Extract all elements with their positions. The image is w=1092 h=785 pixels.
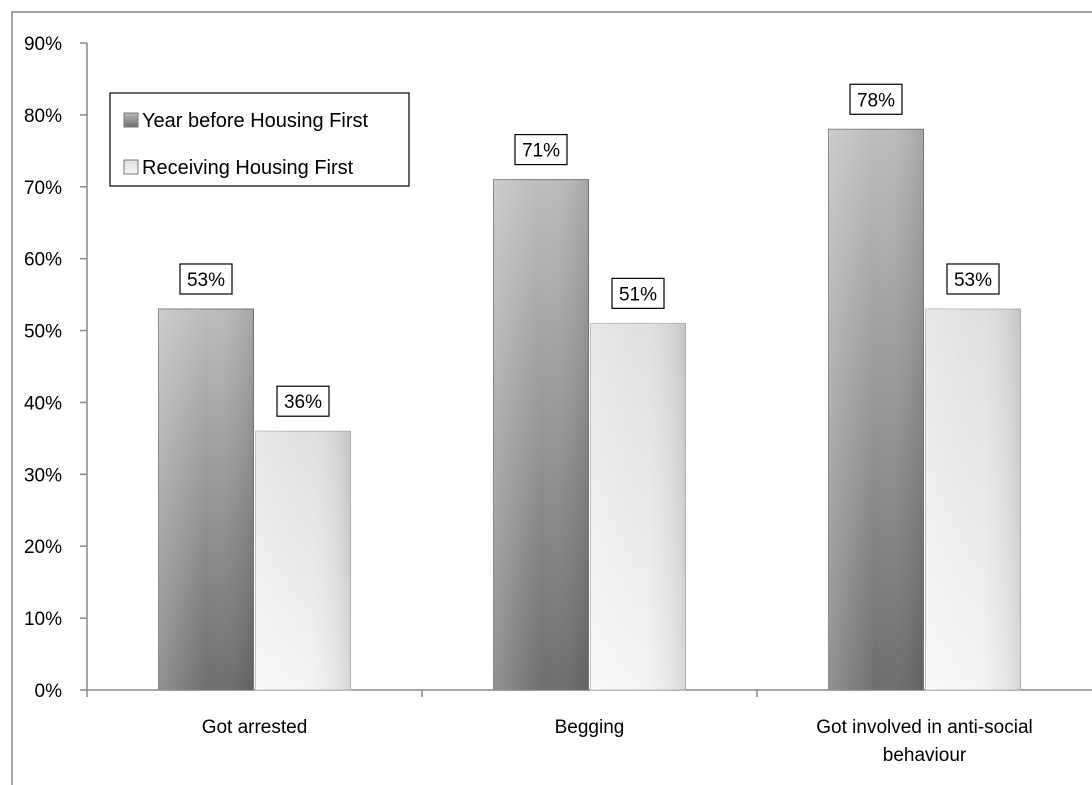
legend-label: Year before Housing First xyxy=(142,110,368,132)
legend-swatch xyxy=(123,159,139,175)
y-tick-label: 90% xyxy=(24,34,62,55)
x-category-label: behaviour xyxy=(883,745,967,766)
y-tick-label: 40% xyxy=(24,393,62,414)
y-tick-label: 80% xyxy=(24,106,62,127)
y-tick-label: 20% xyxy=(24,537,62,558)
bar-shine xyxy=(925,308,1021,690)
data-label-box xyxy=(514,133,568,166)
data-labels: 53% 36% 71% 51% 78% 53% xyxy=(179,83,1000,417)
data-label: 36% xyxy=(284,392,322,413)
legend: Year before Housing First Receiving Housi… xyxy=(109,92,410,187)
axes: 0% 10% 20% 30% 40% 50% 60% 70% 80% 90% Got arreste… xyxy=(24,34,1092,766)
bar-shine xyxy=(590,323,686,690)
y-tick-label: 60% xyxy=(24,250,62,271)
y-tick-label: 50% xyxy=(24,322,62,343)
data-label-box xyxy=(179,263,233,295)
x-category-label: Got arrested xyxy=(202,717,308,738)
legend-box xyxy=(109,92,410,187)
data-label: 53% xyxy=(954,270,992,291)
data-label-box xyxy=(276,385,330,417)
data-label: 53% xyxy=(187,270,225,291)
bars xyxy=(158,128,1021,691)
data-label: 71% xyxy=(522,141,560,162)
data-label-box xyxy=(849,83,903,115)
x-category-label: Begging xyxy=(555,717,625,738)
x-category-label: Got involved in anti-social xyxy=(816,717,1033,738)
legend-swatch xyxy=(123,112,139,128)
legend-label: Receiving Housing First xyxy=(142,157,354,179)
bar-shine xyxy=(255,431,351,690)
y-tick-label: 70% xyxy=(24,178,62,199)
data-label-box xyxy=(946,263,1000,295)
data-label-box xyxy=(611,277,665,309)
data-label: 78% xyxy=(857,90,895,111)
data-label: 51% xyxy=(619,284,657,305)
bar-shine xyxy=(158,308,254,690)
bar-shine xyxy=(493,179,589,691)
y-tick-label: 30% xyxy=(24,465,62,486)
y-tick-label: 10% xyxy=(24,609,62,630)
y-tick-label: 0% xyxy=(35,681,63,702)
bar-shine xyxy=(828,129,924,690)
